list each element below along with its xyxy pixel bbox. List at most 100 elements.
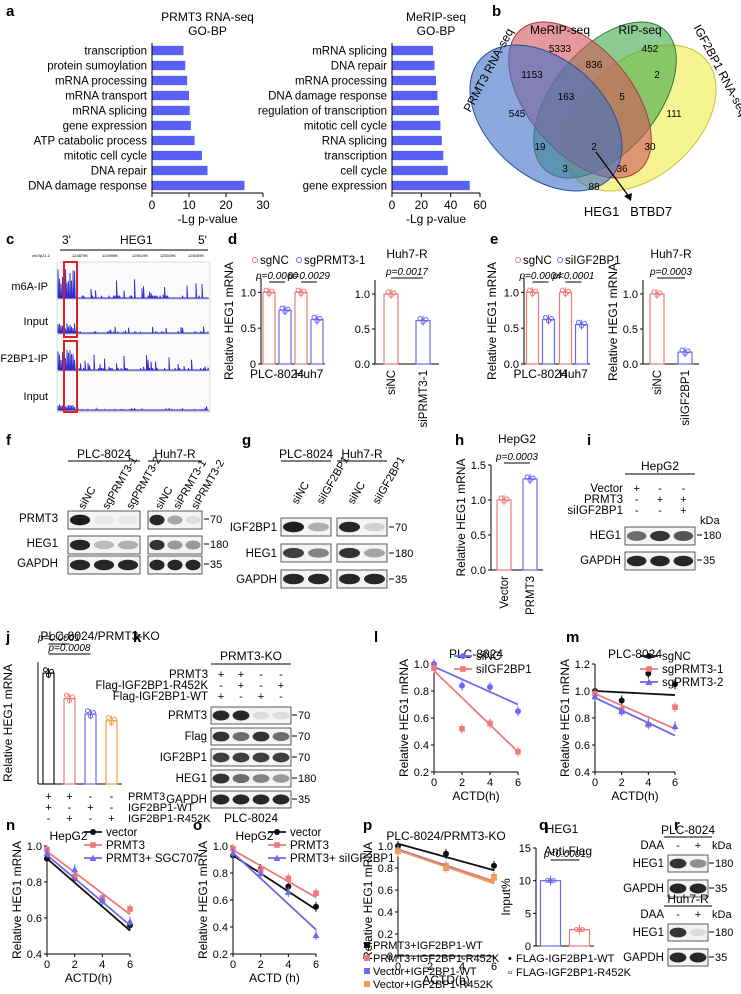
blot-band bbox=[167, 559, 183, 571]
panel-letter-b: b bbox=[492, 3, 501, 20]
y-axis-label: Relative HEG1 mRNA bbox=[397, 659, 411, 777]
fit-line bbox=[46, 854, 131, 926]
data-point bbox=[314, 318, 320, 324]
group-label: PLC-8024 bbox=[77, 447, 131, 461]
legend-marker bbox=[364, 955, 370, 961]
venn-set-label: MeRIP-seq bbox=[530, 23, 590, 37]
highlight-box bbox=[63, 340, 78, 413]
blot-band bbox=[93, 559, 115, 571]
data-point bbox=[645, 678, 653, 685]
data-point bbox=[527, 477, 533, 483]
ruler-label: 125019K bbox=[132, 253, 148, 258]
data-point bbox=[313, 903, 319, 910]
blot-band bbox=[212, 752, 230, 763]
x-tick-label: 0 bbox=[149, 198, 156, 212]
condition-label: IGF2BP1-WT bbox=[128, 802, 194, 814]
x-tick-label: 20 bbox=[415, 198, 429, 212]
data-point bbox=[491, 862, 497, 869]
row-label: HEG1 bbox=[246, 548, 277, 560]
venn-region: 5 bbox=[619, 92, 625, 103]
bar bbox=[392, 120, 441, 131]
data-point bbox=[279, 305, 285, 311]
y-tick-label: 1.0 bbox=[27, 841, 42, 853]
data-point bbox=[543, 314, 548, 320]
blot-band bbox=[117, 515, 139, 525]
category-label: mRNA splicing bbox=[72, 106, 147, 118]
x-tick-label: 6 bbox=[127, 959, 133, 971]
bar bbox=[392, 105, 439, 116]
data-point bbox=[126, 918, 134, 925]
chart-m: 0 2 4 6 0.4 0.6 0.8 1.0 1.2 ACTD(h) PLC-8024 Relati… bbox=[558, 647, 723, 803]
blot-band bbox=[339, 547, 360, 559]
condition-sign: - bbox=[635, 494, 639, 506]
blot-band bbox=[185, 540, 201, 550]
y-tick-label: 0.2 bbox=[378, 929, 393, 941]
data-point bbox=[645, 670, 652, 677]
fit-line bbox=[433, 665, 519, 706]
category-label: mitotic cell cycle bbox=[304, 121, 387, 133]
category-label: siNC bbox=[386, 370, 398, 395]
condition-sign: + bbox=[87, 802, 93, 814]
legend-label: Vector+IGF2BP1-WT bbox=[373, 966, 477, 978]
data-point bbox=[282, 309, 288, 315]
gene-3prime: 3' bbox=[62, 233, 71, 247]
legend-label: PRMT3+IGF2BP1-WT bbox=[373, 940, 483, 952]
chart-title: HepG2 bbox=[235, 829, 273, 843]
venn-region: 1153 bbox=[521, 70, 543, 81]
chart-title: HEG1 bbox=[546, 822, 579, 836]
p-value: p=0.0003 bbox=[495, 452, 538, 463]
y-tick-label: 1.5 bbox=[471, 460, 486, 472]
blot-strip bbox=[210, 748, 292, 767]
venn-diagram: MeRIP-seq RIP-seq PRMT3 RNA-seq IGF2BP1 … bbox=[461, 21, 741, 219]
data-point bbox=[311, 314, 317, 320]
row-label: IGF2BP1 bbox=[160, 752, 207, 764]
p-value: p=0.0029 bbox=[287, 271, 330, 282]
y-tick-label: 0 bbox=[387, 951, 393, 963]
bar bbox=[649, 293, 665, 365]
data-point bbox=[43, 849, 51, 857]
data-point bbox=[391, 290, 397, 296]
blot-band bbox=[689, 883, 707, 894]
highlight-box bbox=[63, 261, 78, 338]
venn-region: 545 bbox=[509, 109, 526, 120]
data-point bbox=[657, 290, 663, 296]
legend-label: siIGF2BP1 bbox=[565, 255, 621, 267]
blot-band bbox=[232, 731, 250, 742]
category-label: RNA splicing bbox=[322, 136, 387, 148]
panel-letter-d: d bbox=[228, 231, 237, 248]
data-point bbox=[274, 842, 280, 848]
panel-letter-a: a bbox=[6, 3, 15, 20]
chart-title: PLC-8024 bbox=[608, 647, 662, 661]
blot-band bbox=[339, 521, 360, 533]
y-tick-label: 0.8 bbox=[378, 863, 393, 875]
data-point bbox=[46, 672, 51, 678]
gene-name: HEG1 bbox=[120, 233, 153, 247]
blot-band bbox=[69, 559, 91, 571]
row-label: GAPDH bbox=[166, 794, 207, 806]
x-tick-label: 4 bbox=[645, 777, 651, 789]
coverage-panel: 3' HEG1 5' chr3p21.2 124879K 124999K 125… bbox=[0, 233, 211, 413]
y-tick-label: 1.0 bbox=[414, 659, 429, 671]
blot-band bbox=[650, 530, 670, 542]
chart-subtitle: GO-BP bbox=[188, 24, 227, 38]
data-point bbox=[88, 713, 93, 719]
ruler-label: 124999K bbox=[102, 253, 118, 258]
data-point bbox=[71, 865, 79, 873]
category-label: PLC-8024 bbox=[513, 367, 567, 381]
venn-region: 30 bbox=[644, 142, 656, 153]
legend-label: sgPRMT3-1 bbox=[662, 664, 723, 676]
lane-label: siNC bbox=[346, 480, 368, 507]
x-tick-label: 6 bbox=[491, 961, 497, 973]
coverage-signal bbox=[57, 346, 210, 371]
x-tick-label: 20 bbox=[219, 198, 233, 212]
condition-sign: + bbox=[258, 691, 264, 703]
category-label: gene expression bbox=[63, 121, 147, 133]
x-tick-label: 0 bbox=[389, 198, 396, 212]
category-label: regulation of transcription bbox=[258, 106, 387, 118]
row-label: HEG1 bbox=[27, 538, 58, 550]
condition-sign: - bbox=[658, 505, 662, 517]
coverage-signal bbox=[57, 323, 210, 334]
data-point bbox=[651, 289, 657, 295]
y-tick-label: 10 bbox=[519, 876, 531, 888]
